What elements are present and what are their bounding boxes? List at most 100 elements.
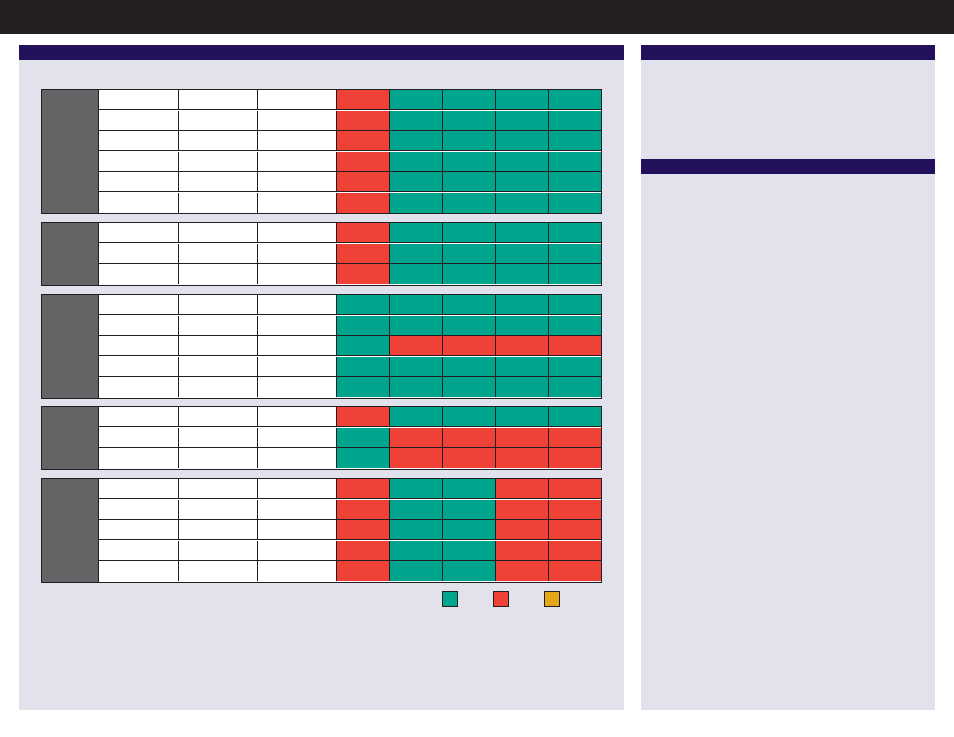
status-cell-pass: [390, 193, 443, 213]
table-cell: [179, 244, 258, 264]
status-group: [41, 406, 602, 470]
status-cell-pass: [549, 111, 601, 131]
table-cell: [99, 111, 179, 131]
table-row: [99, 336, 601, 357]
status-cell-pass: [496, 295, 549, 315]
status-cell-fail: [496, 448, 549, 468]
table-cell: [179, 428, 258, 448]
table-cell: [99, 448, 179, 468]
table-row: [99, 479, 601, 500]
table-cell: [258, 520, 337, 540]
group-label: [42, 90, 99, 213]
table-row: [99, 111, 601, 132]
status-cell-pass: [443, 90, 496, 110]
table-cell: [258, 172, 337, 192]
status-group: [41, 478, 602, 583]
status-cell-fail: [337, 90, 390, 110]
status-cell-pass: [390, 357, 443, 377]
status-cell-fail: [390, 448, 443, 468]
table-row: [99, 172, 601, 193]
status-cell-pass: [443, 500, 496, 520]
table-cell: [258, 541, 337, 561]
status-cell-fail: [337, 264, 390, 284]
table-cell: [99, 172, 179, 192]
top-bar: [0, 0, 954, 34]
table-row: [99, 131, 601, 152]
table-row: [99, 407, 601, 428]
status-cell-pass: [443, 264, 496, 284]
table-cell: [258, 152, 337, 172]
table-cell: [258, 357, 337, 377]
status-group: [41, 294, 602, 399]
group-label: [42, 407, 99, 469]
status-cell-pass: [496, 377, 549, 397]
status-cell-fail: [549, 479, 601, 499]
table-cell: [179, 336, 258, 356]
status-cell-pass: [443, 223, 496, 243]
table-row: [99, 500, 601, 521]
status-cell-pass: [443, 111, 496, 131]
status-cell-pass: [496, 172, 549, 192]
status-cell-fail: [337, 223, 390, 243]
legend-swatch-pass: [442, 591, 458, 607]
table-cell: [99, 295, 179, 315]
status-cell-pass: [337, 295, 390, 315]
table-cell: [258, 244, 337, 264]
table-cell: [179, 90, 258, 110]
status-cell-pass: [390, 407, 443, 427]
status-cell-pass: [496, 357, 549, 377]
status-cell-pass: [496, 264, 549, 284]
table-cell: [258, 295, 337, 315]
status-cell-pass: [549, 377, 601, 397]
status-cell-pass: [337, 357, 390, 377]
table-cell: [258, 448, 337, 468]
table-cell: [179, 377, 258, 397]
status-cell-pass: [390, 541, 443, 561]
status-cell-pass: [549, 407, 601, 427]
status-cell-pass: [443, 541, 496, 561]
status-cell-fail: [337, 111, 390, 131]
status-cell-pass: [390, 244, 443, 264]
table-row: [99, 541, 601, 562]
table-cell: [258, 377, 337, 397]
table-cell: [179, 316, 258, 336]
status-cell-pass: [443, 357, 496, 377]
status-cell-pass: [496, 152, 549, 172]
table-cell: [179, 479, 258, 499]
status-cell-pass: [390, 561, 443, 581]
status-cell-fail: [549, 561, 601, 581]
table-row: [99, 223, 601, 244]
status-cell-pass: [549, 90, 601, 110]
table-cell: [258, 407, 337, 427]
table-cell: [99, 193, 179, 213]
status-cell-fail: [443, 428, 496, 448]
table-cell: [99, 264, 179, 284]
table-cell: [99, 357, 179, 377]
table-cell: [258, 111, 337, 131]
table-cell: [258, 131, 337, 151]
status-cell-fail: [337, 500, 390, 520]
status-cell-pass: [549, 131, 601, 151]
status-cell-pass: [549, 357, 601, 377]
status-cell-pass: [443, 172, 496, 192]
table-cell: [99, 131, 179, 151]
table-cell: [179, 193, 258, 213]
table-cell: [179, 223, 258, 243]
table-cell: [99, 90, 179, 110]
status-cell-fail: [549, 428, 601, 448]
status-group: [41, 222, 602, 286]
table-cell: [179, 131, 258, 151]
main-panel-header: [19, 45, 624, 60]
group-label: [42, 223, 99, 285]
status-cell-pass: [390, 520, 443, 540]
table-cell: [99, 152, 179, 172]
status-cell-fail: [337, 244, 390, 264]
status-cell-pass: [443, 193, 496, 213]
table-cell: [179, 111, 258, 131]
status-cell-fail: [496, 336, 549, 356]
status-cell-pass: [496, 193, 549, 213]
status-cell-fail: [337, 541, 390, 561]
table-cell: [258, 561, 337, 581]
status-cell-pass: [443, 244, 496, 264]
status-cell-pass: [549, 152, 601, 172]
